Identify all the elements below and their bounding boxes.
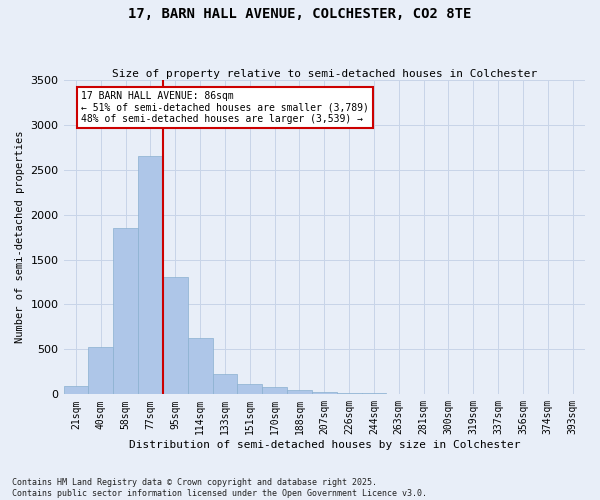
Text: Contains HM Land Registry data © Crown copyright and database right 2025.
Contai: Contains HM Land Registry data © Crown c… (12, 478, 427, 498)
Bar (238, 384, 262, 394)
Bar (287, 390, 312, 394)
X-axis label: Distribution of semi-detached houses by size in Colchester: Distribution of semi-detached houses by … (128, 440, 520, 450)
Text: 17 BARN HALL AVENUE: 86sqm
← 51% of semi-detached houses are smaller (3,789)
48%: 17 BARN HALL AVENUE: 86sqm ← 51% of semi… (81, 90, 369, 124)
Y-axis label: Number of semi-detached properties: Number of semi-detached properties (15, 131, 25, 344)
Bar (262, 387, 287, 394)
Text: 17, BARN HALL AVENUE, COLCHESTER, CO2 8TE: 17, BARN HALL AVENUE, COLCHESTER, CO2 8T… (128, 8, 472, 22)
Bar (88, 346, 113, 395)
Title: Size of property relative to semi-detached houses in Colchester: Size of property relative to semi-detach… (112, 69, 537, 79)
Bar (212, 374, 238, 394)
Bar (312, 392, 337, 394)
Bar (163, 276, 188, 394)
Bar (337, 392, 362, 394)
Bar (64, 386, 88, 394)
Bar (138, 156, 163, 394)
Bar (188, 338, 212, 394)
Bar (113, 228, 138, 394)
